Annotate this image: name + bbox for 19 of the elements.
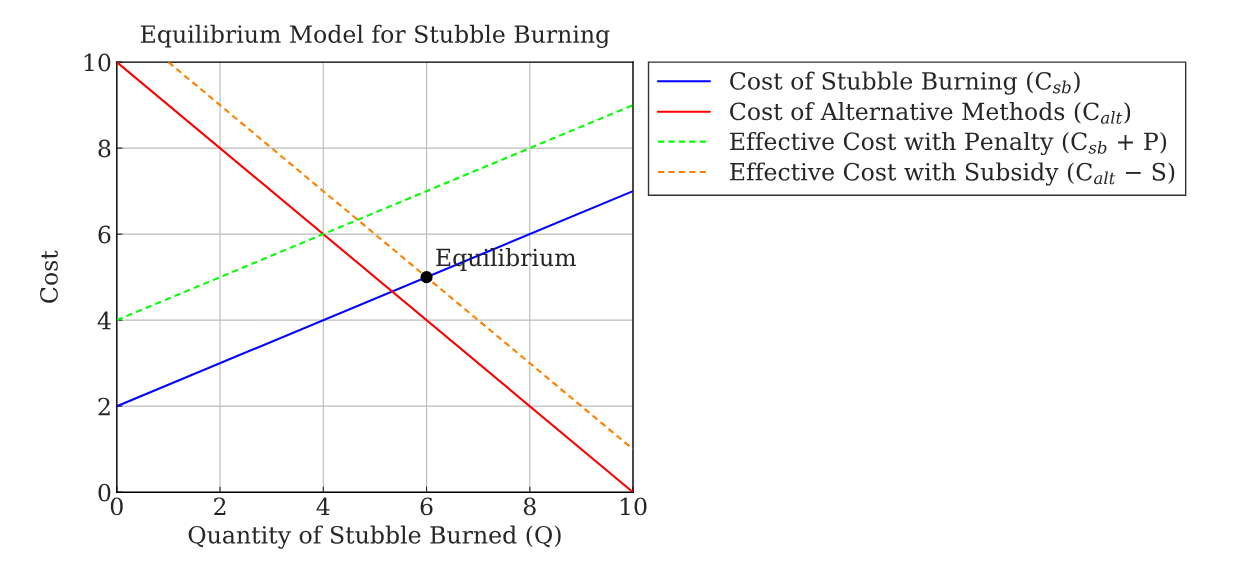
x-tick-label: 6 xyxy=(420,497,433,516)
chart-title: Equilibrium Model for Stubble Burning xyxy=(140,24,610,48)
y-tick-label: 10 xyxy=(84,53,111,72)
y-tick-label: 2 xyxy=(98,397,110,416)
x-tick-label: 4 xyxy=(316,497,330,515)
y-tick-label: 0 xyxy=(98,483,111,502)
legend-label: Effective Cost with Penalty (C$_{sb}$ + P) xyxy=(730,131,1167,156)
x-tick-label: 0 xyxy=(110,497,123,516)
x-axis-title: Quantity of Stubble Burned (Q) xyxy=(188,525,561,549)
legend-label: Cost of Alternative Methods (C$_{alt}$) xyxy=(730,102,1131,124)
x-tick-label: 2 xyxy=(214,497,226,515)
y-tick-label: 4 xyxy=(97,311,111,330)
legend-label: Cost of Stubble Burning (C$_{sb}$) xyxy=(730,71,1080,95)
x-tick-label: 8 xyxy=(523,497,536,516)
y-tick-label: 8 xyxy=(98,139,111,158)
x-tick-label: 10 xyxy=(620,497,647,516)
legend-label: Effective Cost with Subsidy (C$_{alt}$ − S) xyxy=(730,162,1175,186)
y-tick-label: 6 xyxy=(98,225,111,244)
y-axis-title: Cost xyxy=(40,250,58,303)
